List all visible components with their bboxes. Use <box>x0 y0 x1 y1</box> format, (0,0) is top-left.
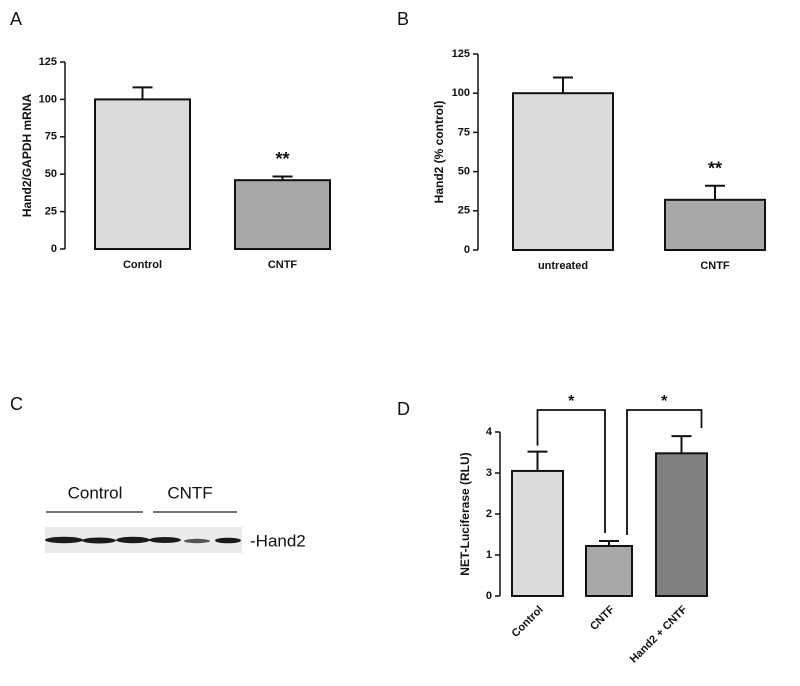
x-tick-label: CNTF <box>700 260 730 272</box>
x-tick-label: untreated <box>538 260 588 272</box>
panel-label: C <box>10 394 23 414</box>
bar <box>511 469 564 598</box>
bar <box>234 179 331 251</box>
y-tick-label: 1 <box>486 549 492 561</box>
y-tick-label: 75 <box>458 126 470 138</box>
significance: * <box>661 393 668 410</box>
band-label: -Hand2 <box>250 531 306 550</box>
y-axis-label: Hand2/GAPDH mRNA <box>20 94 34 218</box>
y-tick-label: 100 <box>452 87 470 99</box>
significance: * <box>568 393 575 410</box>
y-tick-label: 125 <box>39 56 57 68</box>
y-axis-label: Hand2 (% control) <box>432 101 446 204</box>
blot-panel: C Control CNTF -Hand2 <box>10 394 306 553</box>
y-tick-label: 0 <box>486 590 492 602</box>
y-tick-label: 2 <box>486 508 492 520</box>
y-tick-label: 125 <box>452 48 470 60</box>
y-tick-label: 50 <box>45 168 57 180</box>
significance: ** <box>708 158 722 178</box>
x-tick-label: CNTF <box>588 603 617 632</box>
bar <box>512 92 614 251</box>
x-tick-label: Control <box>510 604 546 640</box>
x-tick-label: Control <box>123 259 162 271</box>
y-tick-label: 0 <box>464 244 470 256</box>
x-tick-label: Hand2 + CNTF <box>628 603 690 665</box>
blot-bands <box>45 536 241 544</box>
bar-chart: A Hand2/GAPDH mRNA 0 25 50 75 100 125 Control CNT… <box>10 9 331 271</box>
y-axis-label: NET-Luciferase (RLU) <box>458 452 472 575</box>
bar <box>664 198 766 252</box>
y-tick-label: 25 <box>458 205 470 217</box>
error-bar <box>671 435 692 454</box>
y-tick-label: 100 <box>39 93 57 105</box>
error-bar <box>599 540 619 546</box>
y-tick-label: 4 <box>486 426 493 438</box>
bracket <box>536 409 606 534</box>
y-tick-label: 75 <box>45 131 57 143</box>
panel-label: B <box>397 9 409 29</box>
group-label: CNTF <box>167 483 212 502</box>
error-bar <box>705 184 725 200</box>
y-tick-label: 25 <box>45 206 57 218</box>
x-tick-label: CNTF <box>268 259 298 271</box>
bar <box>655 452 708 597</box>
error-bar <box>132 86 153 100</box>
panel-label: A <box>10 9 22 29</box>
y-tick-label: 50 <box>458 166 470 178</box>
y-tick-label: 0 <box>51 243 57 255</box>
bar-chart: D NET-Luciferase (RLU) 0 1 2 3 4 Control CNTF Han… <box>397 393 708 666</box>
y-tick-label: 3 <box>486 467 492 479</box>
bar <box>585 544 633 597</box>
significance: ** <box>275 149 289 169</box>
error-bar <box>272 175 293 181</box>
error-bar <box>527 450 548 471</box>
bar-chart: B Hand2 (% control) 0 25 50 75 100 125 untreated… <box>397 9 766 272</box>
error-bar <box>553 76 573 94</box>
bar <box>94 98 191 251</box>
group-label: Control <box>68 483 123 502</box>
panel-label: D <box>397 399 410 419</box>
bracket <box>626 409 703 536</box>
